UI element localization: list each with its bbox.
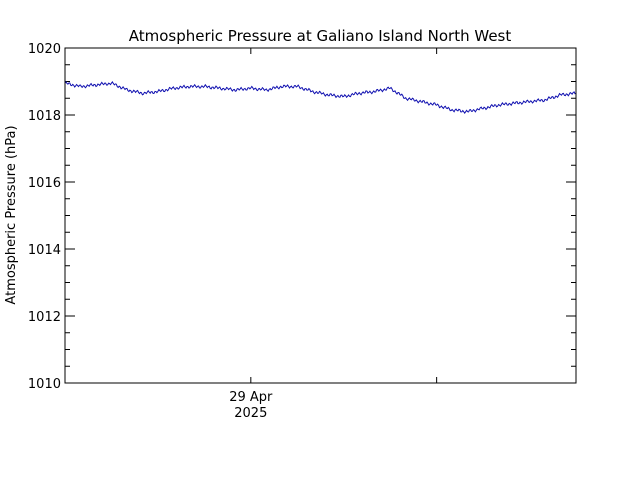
chart-title: Atmospheric Pressure at Galiano Island N… [129,27,512,45]
plot-frame [64,47,577,384]
y-tick-label: 1012 [28,310,61,325]
y-tick-label: 1010 [28,377,61,392]
y-tick-label: 1020 [28,42,61,57]
y-axis-ticks: 1010 1012 1014 1016 1018 1020 [28,42,576,392]
y-tick-label: 1016 [28,176,61,191]
y-tick-label: 1014 [28,243,61,258]
x-tick-label-date: 29 Apr [229,390,273,405]
y-axis-label: Atmospheric Pressure (hPa) [4,125,19,304]
pressure-series-line [64,80,577,114]
series-group [64,80,577,114]
y-tick-label: 1018 [28,109,61,124]
x-tick-label-year: 2025 [234,406,267,421]
